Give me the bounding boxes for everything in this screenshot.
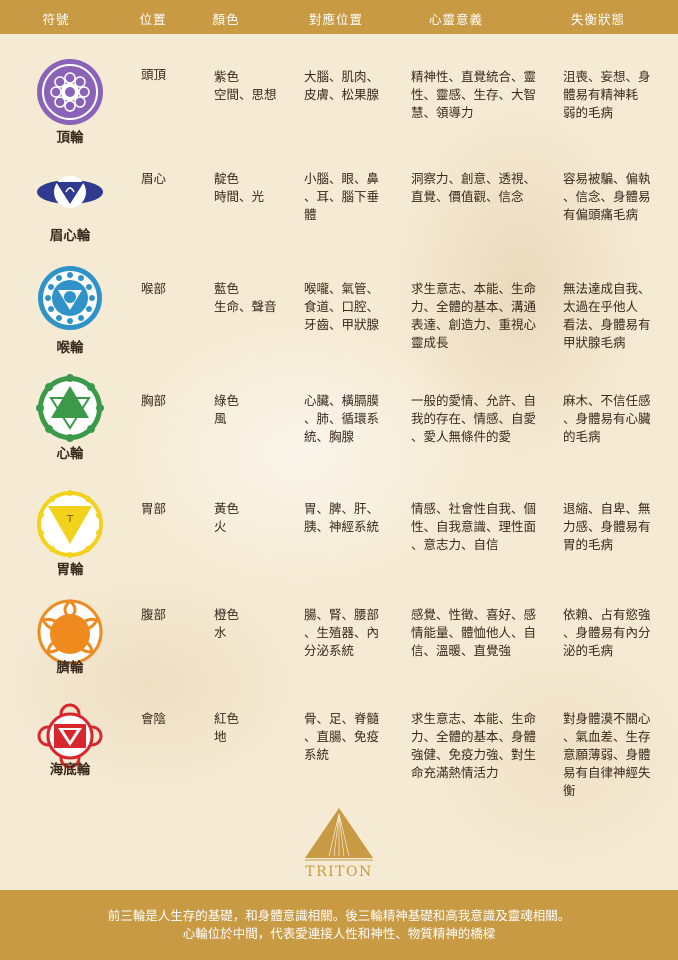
- footer-line-2: 心輪位於中間，代表愛連接人性和神性、物質精神的橋樑: [182, 926, 496, 941]
- chakra-name: 臍輪: [56, 660, 84, 676]
- background-artwork: [0, 34, 678, 890]
- triton-logo: TRITON: [289, 806, 389, 884]
- header-position: 位置: [139, 12, 167, 27]
- cell-body: 胃、脾、肝、 胰、神經系統: [304, 501, 380, 534]
- header-symbol: 符號: [42, 12, 70, 27]
- cell-imbalance: 退縮、自卑、無 力感、身體易有 胃的毛病: [563, 501, 651, 552]
- header-color: 顏色: [212, 12, 240, 27]
- cell-color: 綠色 風: [214, 393, 240, 426]
- chakra-name: 喉輪: [56, 340, 84, 356]
- chakra-name: 胃輪: [56, 562, 84, 578]
- cell-mind: 精神性、直覺統合、靈 性、靈感、生存、大智 慧、領導力: [411, 69, 537, 120]
- cell-position: 胸部: [141, 393, 167, 408]
- cell-imbalance: 依賴、占有慾強 、身體易有內分 泌的毛病: [563, 607, 651, 658]
- third-eye-chakra-icon: [34, 170, 106, 242]
- header-body: 對應位置: [308, 12, 364, 27]
- header-imbalance: 失衡狀態: [570, 12, 626, 27]
- crown-chakra-icon: [34, 56, 106, 128]
- cell-mind: 求生意志、本能、生命 力、全體的基本、身體 強健、免疫力強、對生 命充滿熱情活力: [411, 711, 537, 780]
- cell-mind: 一般的愛情、允許、自 我的存在、情感、自愛 、愛人無條件的愛: [411, 393, 537, 444]
- cell-imbalance: 無法達成自我、 太過在乎他人 看法、身體易有 甲狀腺毛病: [563, 281, 651, 350]
- cell-mind: 求生意志、本能、生命 力、全體的基本、溝通 表達、創造力、重視心 靈成長: [411, 281, 537, 350]
- cell-mind: 感覺、性徵、喜好、感 情能量、體恤他人、自 信、溫暖、直覺強: [411, 607, 537, 658]
- cell-imbalance: 沮喪、妄想、身 體易有精神耗 弱的毛病: [563, 69, 651, 120]
- cell-imbalance: 麻木、不信任感 、身體易有心臟 的毛病: [563, 393, 651, 444]
- footer-note: 前三輪是人生存的基礎，和身體意識相關。後三輪精神基礎和高我意識及靈魂相關。 心輪…: [0, 890, 678, 960]
- cell-body: 骨、足、脊髓 、直腸、免疫 系統: [304, 711, 380, 762]
- header-mind: 心靈意義: [428, 12, 484, 27]
- cell-position: 腹部: [141, 607, 167, 622]
- cell-color: 黃色 火: [214, 501, 240, 534]
- cell-position: 眉心: [141, 171, 167, 186]
- cell-color: 橙色 水: [214, 607, 240, 640]
- svg-text:T: T: [66, 514, 74, 525]
- cell-body: 心臟、橫膈膜 、肺、循環系 統、胸腺: [304, 393, 380, 444]
- cell-color: 紫色 空間、思想: [214, 69, 277, 102]
- cell-body: 喉嚨、氣管、 食道、口腔、 牙齒、甲狀腺: [304, 281, 380, 332]
- heart-chakra-icon: [34, 372, 106, 444]
- cell-mind: 洞察力、創意、透視、 直覺、價值觀、信念: [411, 171, 537, 204]
- root-chakra-icon: [34, 700, 106, 772]
- triton-pyramid-logo-icon: [305, 808, 373, 861]
- cell-imbalance: 容易被騙、偏執 、信念、身體易 有偏頭痛毛病: [563, 171, 651, 222]
- sacral-chakra-icon: [34, 596, 106, 668]
- cell-position: 會陰: [141, 711, 167, 726]
- throat-chakra-icon: [34, 262, 106, 334]
- cell-position: 喉部: [141, 281, 167, 296]
- chakra-name: 海底輪: [49, 762, 91, 778]
- chakra-name: 眉心輪: [49, 228, 91, 244]
- table-header: 符號 位置 顏色 對應位置 心靈意義 失衡狀態: [0, 0, 678, 34]
- cell-position: 胃部: [141, 501, 167, 516]
- logo-text: TRITON: [305, 864, 373, 880]
- cell-color: 紅色 地: [214, 711, 240, 744]
- cell-color: 靛色 時間、光: [214, 171, 265, 204]
- cell-body: 小腦、眼、鼻 、耳、腦下垂 體: [304, 171, 380, 222]
- solar-plexus-chakra-icon: T: [34, 488, 106, 560]
- chakra-name: 心輪: [56, 446, 84, 462]
- cell-mind: 情感、社會性自我、個 性、自我意識、理性面 、意志力、自信: [411, 501, 537, 552]
- chakra-name: 頂輪: [56, 130, 84, 146]
- cell-body: 大腦、肌肉、 皮膚、松果腺: [304, 69, 380, 102]
- cell-body: 腸、腎、腰部 、生殖器、內 分泌系統: [304, 607, 380, 658]
- footer-line-1: 前三輪是人生存的基礎，和身體意識相關。後三輪精神基礎和高我意識及靈魂相關。: [107, 908, 571, 923]
- cell-position: 頭頂: [141, 67, 167, 82]
- cell-imbalance: 對身體漠不關心 、氣血差、生存 意願薄弱、身體 易有自律神經失 衡: [563, 711, 651, 798]
- cell-color: 藍色 生命、聲音: [214, 281, 277, 314]
